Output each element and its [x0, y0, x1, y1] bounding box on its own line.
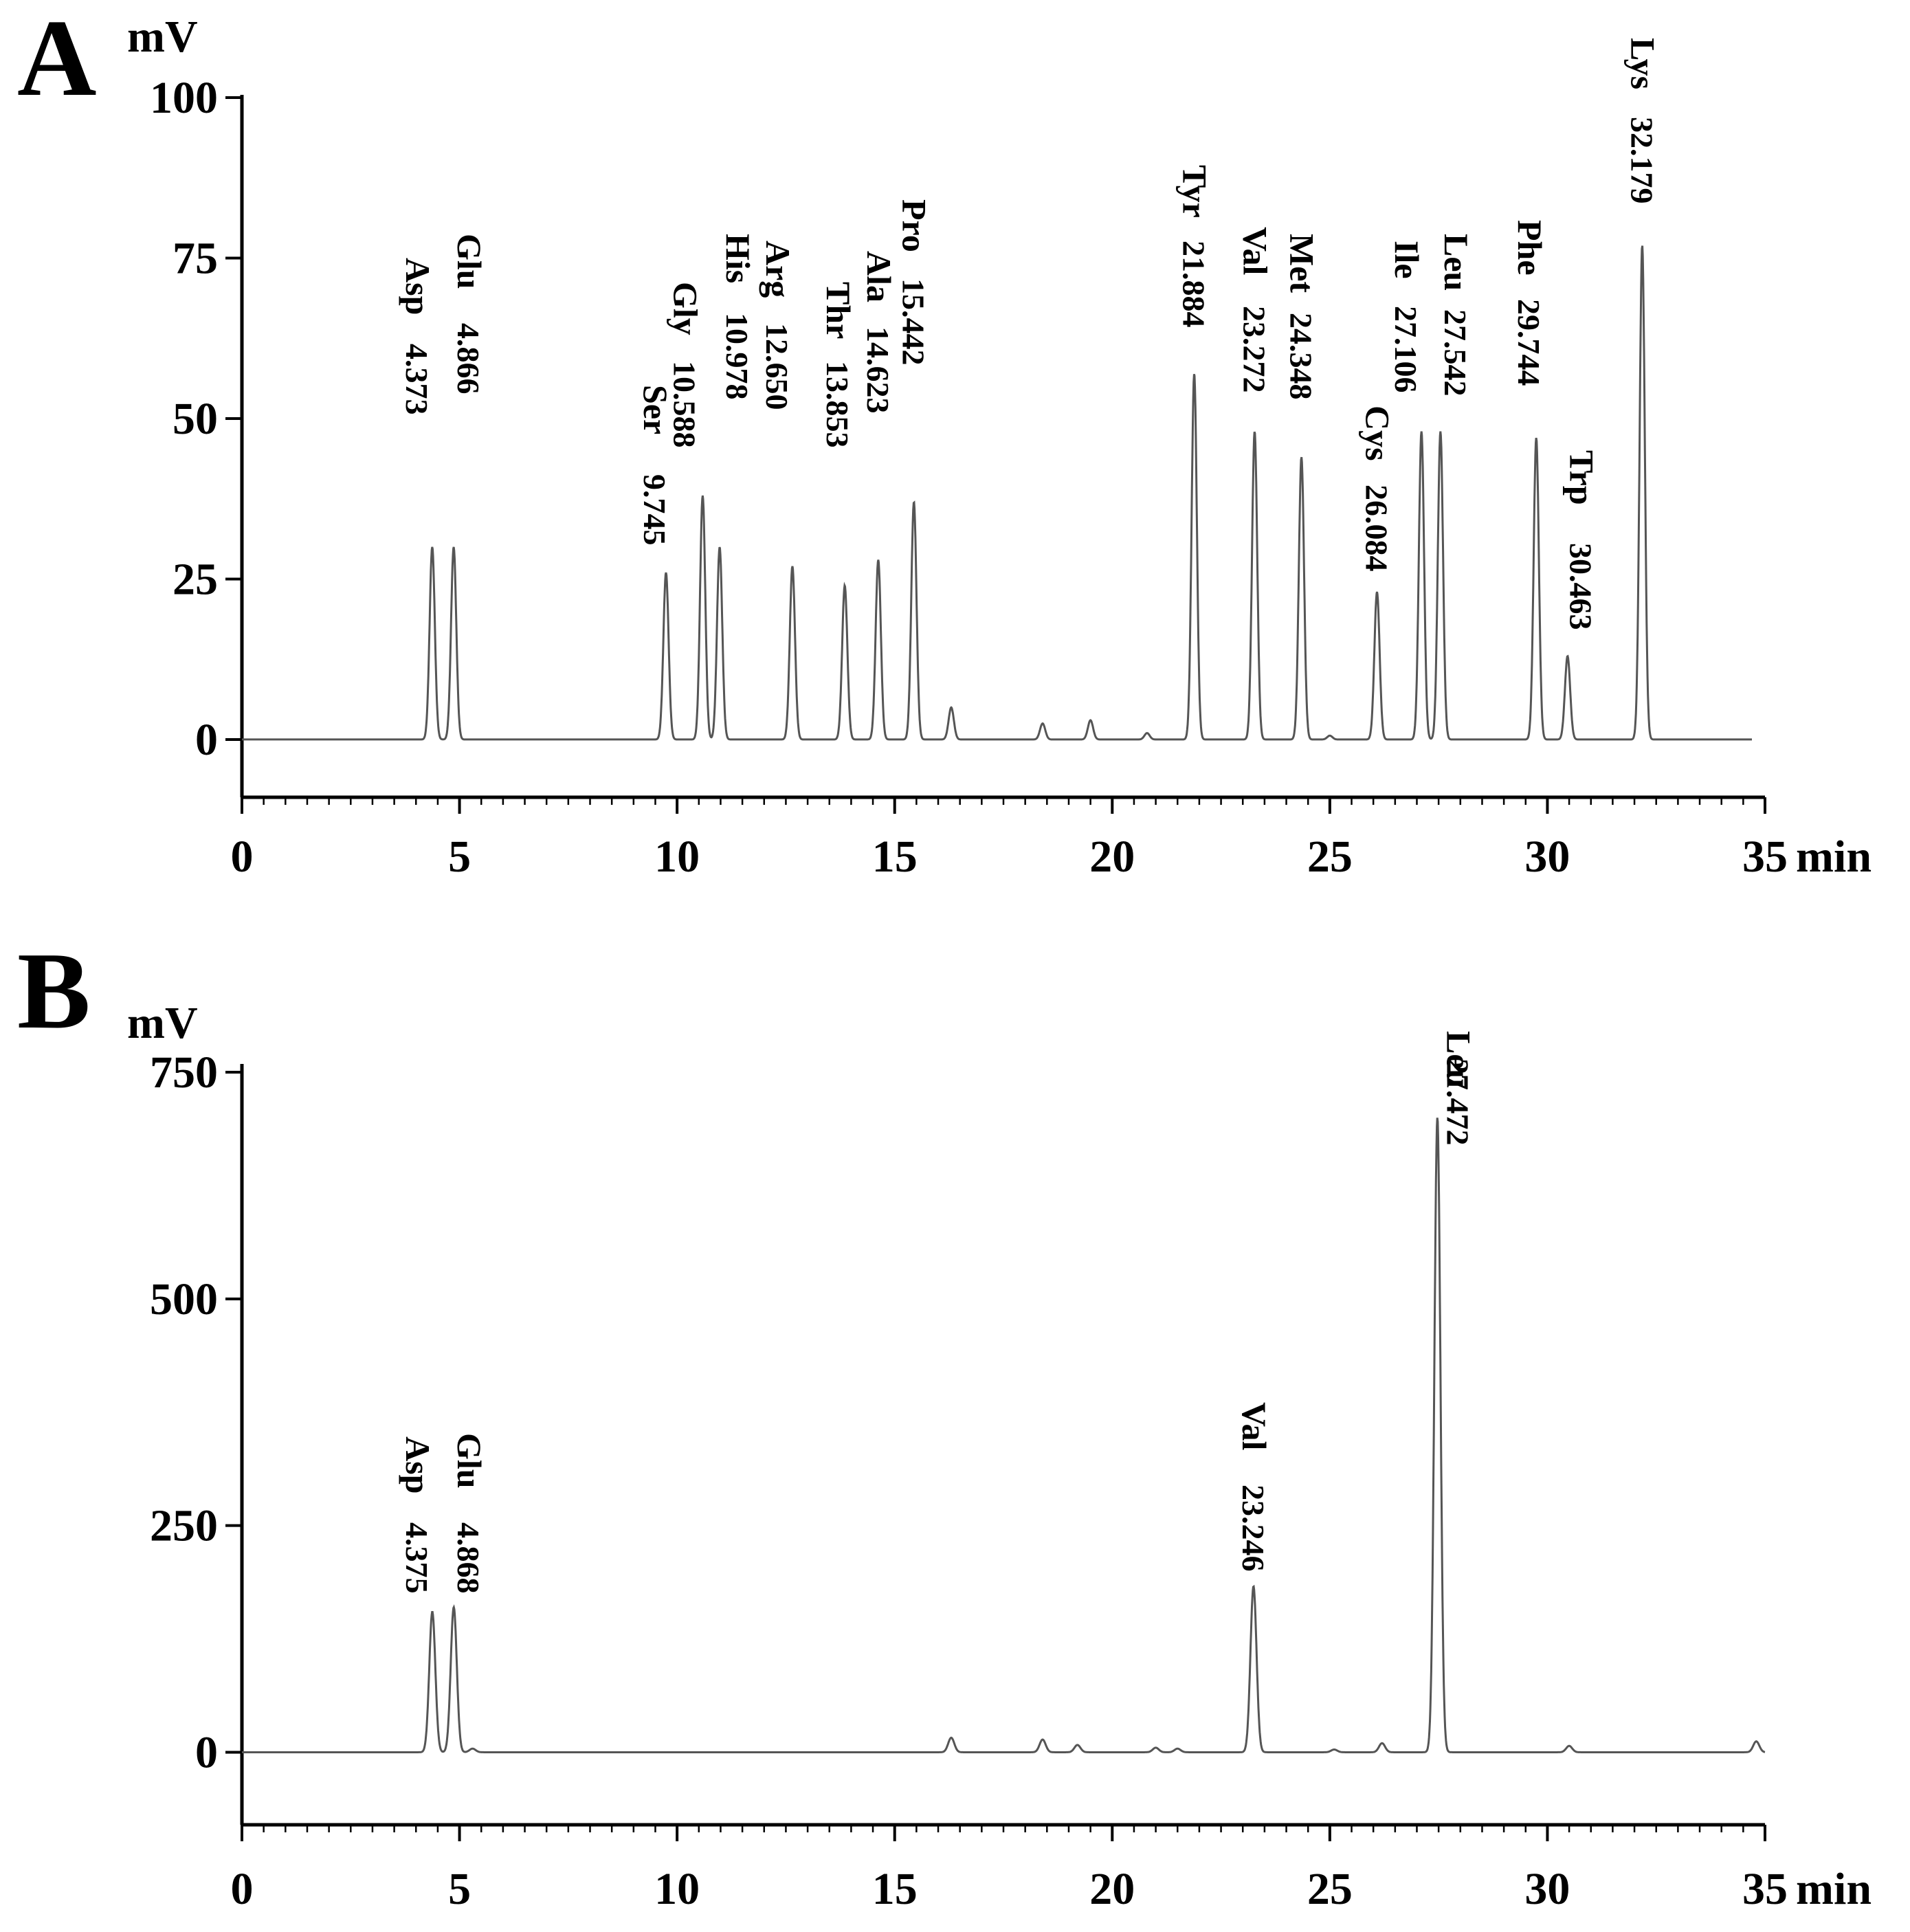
- peak-label-asp: Asp: [399, 1436, 437, 1494]
- x-tick-label: 35: [1742, 1864, 1788, 1914]
- x-axis-unit-label: min: [1796, 1864, 1872, 1914]
- y-tick-label: 25: [173, 554, 218, 604]
- peak-label-leu: Leu: [1439, 1031, 1478, 1088]
- y-axis-unit-label: mV: [127, 998, 198, 1048]
- peak-time-pro: 15.442: [896, 278, 931, 366]
- peak-time-leu: 27.472: [1440, 1058, 1475, 1146]
- y-axis-unit-label: mV: [127, 12, 198, 62]
- y-tick-label: 0: [195, 1727, 218, 1777]
- peak-label-trp: Trp: [1563, 450, 1601, 505]
- peak-time-glu: 4.866: [451, 323, 486, 395]
- x-tick-label: 10: [654, 832, 700, 882]
- peak-time-phe: 29.744: [1511, 299, 1546, 386]
- x-tick-label: 35: [1742, 832, 1788, 882]
- peak-label-glu: Glu: [450, 1433, 489, 1489]
- peak-label-glu: Glu: [450, 234, 489, 289]
- x-tick-label: 0: [231, 832, 254, 882]
- y-tick-label: 0: [195, 715, 218, 765]
- peak-label-met: Met: [1283, 234, 1322, 293]
- y-tick-label: 50: [173, 394, 218, 444]
- y-tick-label: 500: [150, 1274, 218, 1324]
- x-tick-label: 30: [1524, 832, 1570, 882]
- peak-time-lys: 32.179: [1624, 117, 1659, 204]
- peak-time-asp: 4.373: [399, 344, 434, 415]
- peak-time-val: 23.246: [1236, 1485, 1271, 1572]
- y-tick-label: 250: [150, 1501, 218, 1551]
- peak-time-ser: 9.745: [637, 474, 672, 546]
- x-tick-label: 15: [872, 1864, 918, 1914]
- x-axis-unit-label: min: [1796, 832, 1872, 882]
- x-tick-label: 0: [231, 1864, 254, 1914]
- peak-time-leu: 27.542: [1438, 309, 1473, 397]
- x-tick-label: 25: [1307, 1864, 1353, 1914]
- peak-label-gly: Gly: [666, 282, 704, 335]
- peak-label-val: Val: [1235, 1402, 1274, 1451]
- peak-time-ala: 14.623: [860, 326, 896, 414]
- peak-label-lys: Lys: [1623, 38, 1662, 89]
- peak-label-asp: Asp: [399, 258, 437, 315]
- peak-time-val: 23.272: [1236, 306, 1272, 393]
- peak-label-arg: Arg: [759, 241, 797, 298]
- peak-label-pro: Pro: [896, 199, 934, 252]
- peak-time-his: 10.978: [720, 313, 755, 400]
- peak-time-thr: 13.853: [820, 361, 855, 448]
- x-tick-label: 10: [654, 1864, 700, 1914]
- chromatogram-trace: [242, 1118, 1766, 1753]
- x-tick-label: 15: [872, 832, 918, 882]
- x-tick-label: 20: [1089, 1864, 1135, 1914]
- x-tick-label: 5: [448, 1864, 471, 1914]
- peak-label-tyr: Tyr: [1176, 165, 1214, 218]
- panel-letter: A: [17, 0, 97, 119]
- peak-label-ala: Ala: [860, 251, 898, 302]
- x-tick-label: 25: [1307, 832, 1353, 882]
- peak-time-cys: 26.084: [1359, 485, 1394, 572]
- y-tick-label: 100: [150, 73, 218, 123]
- panel-letter: B: [17, 929, 91, 1052]
- peak-label-phe: Phe: [1511, 220, 1549, 276]
- peak-label-ser: Ser: [636, 385, 675, 434]
- peak-time-tyr: 21.884: [1177, 241, 1212, 328]
- x-tick-label: 5: [448, 832, 471, 882]
- x-tick-label: 20: [1089, 832, 1135, 882]
- peak-time-gly: 10.588: [667, 361, 702, 448]
- peak-label-leu: Leu: [1437, 234, 1476, 291]
- peak-label-thr: Thr: [819, 282, 858, 339]
- peak-label-val: Val: [1236, 227, 1274, 276]
- peak-time-trp: 30.463: [1564, 543, 1599, 630]
- peak-label-ile: Ile: [1388, 241, 1426, 279]
- y-tick-label: 750: [150, 1047, 218, 1098]
- y-tick-label: 75: [173, 233, 218, 283]
- peak-label-his: His: [719, 234, 757, 283]
- peak-time-glu: 4.868: [451, 1522, 486, 1594]
- peak-time-arg: 12.650: [759, 323, 795, 410]
- peak-time-asp: 4.375: [399, 1522, 434, 1594]
- x-tick-label: 30: [1524, 1864, 1570, 1914]
- peak-time-ile: 27.106: [1388, 306, 1423, 393]
- chromatogram-trace: [242, 245, 1752, 741]
- peak-time-met: 24.348: [1284, 313, 1319, 400]
- peak-label-cys: Cys: [1358, 406, 1397, 461]
